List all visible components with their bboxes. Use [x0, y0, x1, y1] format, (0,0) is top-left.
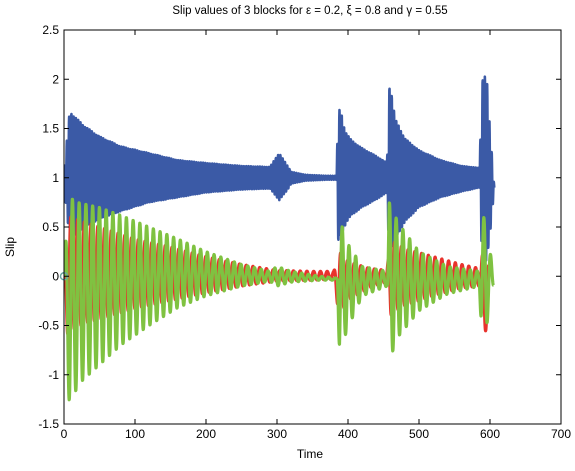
y-tick-label: -0.5	[38, 319, 59, 333]
x-tick-label: 500	[409, 427, 429, 441]
x-tick-label: 600	[480, 427, 500, 441]
plot-area	[59, 75, 496, 402]
chart-title: Slip values of 3 blocks for ε = 0.2, ξ =…	[172, 5, 447, 17]
series-line-block3	[64, 197, 495, 402]
x-tick-label: 200	[196, 427, 216, 441]
y-tick-label: -1.5	[38, 417, 59, 431]
y-tick-label: 0.5	[42, 220, 59, 234]
axes: 0 100 200 300 400 500 600 700 -1.5 -1 -0.5 0 0.5 1 1.5…	[38, 23, 571, 441]
y-axis-label: Slip	[3, 237, 17, 257]
y-tick-label: 0	[52, 269, 59, 283]
x-tick-label: 0	[61, 427, 68, 441]
x-tick-label: 100	[125, 427, 145, 441]
y-tick-label: 2	[52, 72, 59, 86]
x-tick-label: 400	[338, 427, 358, 441]
x-axis-label: Time	[297, 447, 324, 461]
y-tick-label: 2.5	[42, 23, 59, 37]
x-tick-label: 300	[267, 427, 287, 441]
y-tick-label: 1	[52, 171, 59, 185]
y-tick-label: 1.5	[42, 122, 59, 136]
series-line-block1	[64, 75, 496, 274]
y-tick-label: -1	[48, 368, 59, 382]
x-tick-label: 700	[551, 427, 571, 441]
